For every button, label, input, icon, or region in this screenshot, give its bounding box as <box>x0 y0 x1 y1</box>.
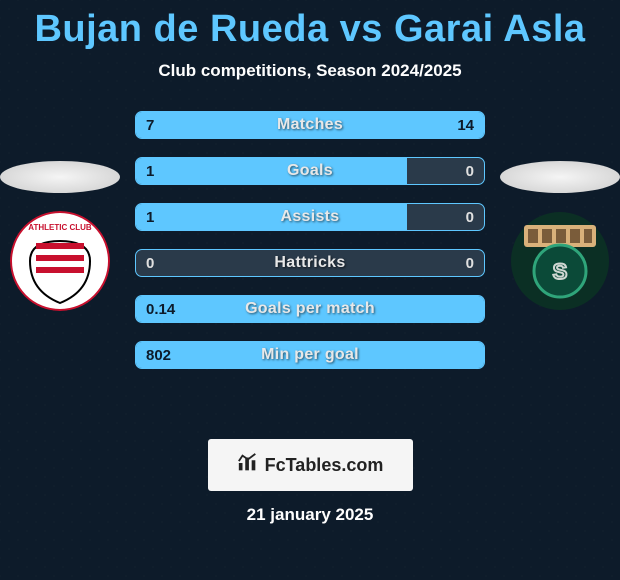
stat-row: 7 Matches 14 <box>135 111 485 139</box>
stat-label: Goals <box>136 158 484 184</box>
player-left: ATHLETIC CLUB <box>0 161 120 311</box>
svg-text:S: S <box>553 259 568 284</box>
stat-row: 0.14 Goals per match <box>135 295 485 323</box>
chart-icon <box>237 452 259 479</box>
stat-row: 802 Min per goal <box>135 341 485 369</box>
stat-label: Matches <box>136 112 484 138</box>
stat-val-right: 14 <box>447 112 484 138</box>
stat-row: 1 Assists 0 <box>135 203 485 231</box>
stat-label: Goals per match <box>136 296 484 322</box>
stat-label: Assists <box>136 204 484 230</box>
player-left-photo-placeholder <box>0 161 120 193</box>
svg-text:ATHLETIC CLUB: ATHLETIC CLUB <box>28 223 92 232</box>
stat-label: Hattricks <box>136 250 484 276</box>
stat-val-right: 0 <box>456 250 484 276</box>
crest-right: S <box>510 211 610 311</box>
site-name: FcTables.com <box>265 455 384 476</box>
page-title: Bujan de Rueda vs Garai Asla <box>0 0 620 51</box>
stat-val-right <box>464 342 484 368</box>
stat-val-right: 0 <box>456 204 484 230</box>
site-logo-box[interactable]: FcTables.com <box>208 439 413 491</box>
stat-label: Min per goal <box>136 342 484 368</box>
stat-row: 0 Hattricks 0 <box>135 249 485 277</box>
crest-left: ATHLETIC CLUB <box>10 211 110 311</box>
footer-date: 21 january 2025 <box>0 505 620 525</box>
stat-row: 1 Goals 0 <box>135 157 485 185</box>
player-right: S <box>500 161 620 311</box>
player-right-photo-placeholder <box>500 161 620 193</box>
subtitle: Club competitions, Season 2024/2025 <box>0 61 620 81</box>
stat-val-right: 0 <box>456 158 484 184</box>
stat-val-right <box>464 296 484 322</box>
comparison-arena: ATHLETIC CLUB S 7 Matc <box>0 111 620 411</box>
stat-bars: 7 Matches 14 1 Goals 0 1 Assists 0 0 Hat… <box>135 111 485 369</box>
